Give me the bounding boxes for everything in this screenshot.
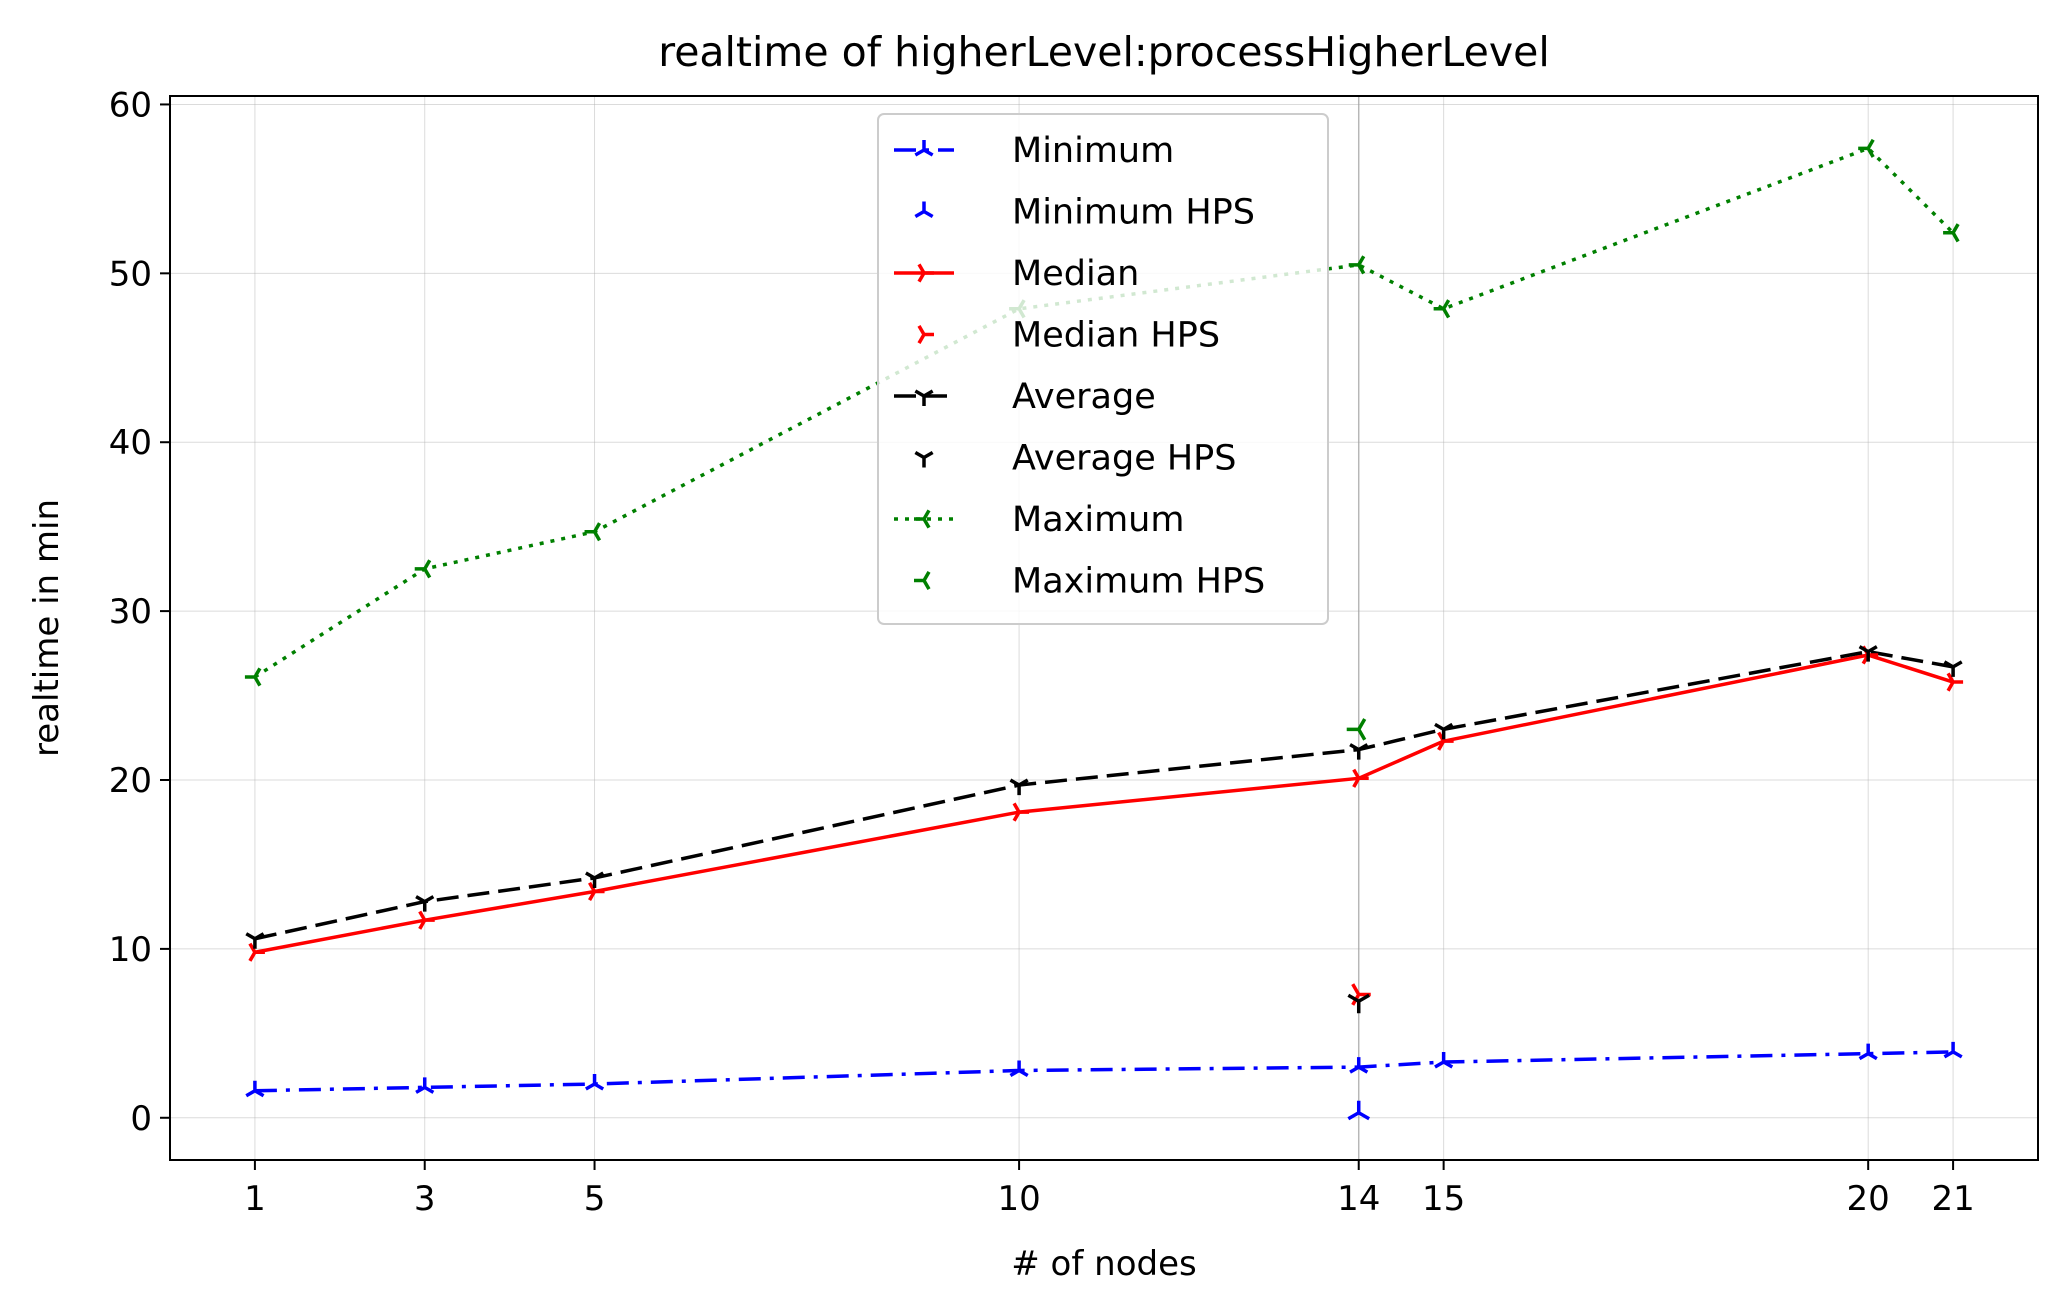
point-median [248,942,265,962]
y-tick-label: 30 [109,592,152,632]
legend-entry-minimum-hps: Minimum HPS [914,193,1255,233]
x-tick-label: 15 [1422,1179,1465,1219]
legend-label: Maximum HPS [1012,562,1265,602]
legend-marker [914,201,934,219]
y-tick-label: 20 [109,761,152,801]
legend-label: Average [1012,377,1156,417]
point-average-hps [1347,993,1370,1014]
hps-markers [1346,718,1371,1121]
legend: Minimum Minimum HPS Median Median HPS Averag… [877,113,1329,625]
point-minimum [585,1074,605,1091]
legend-box [877,113,1329,625]
point-average [245,932,265,949]
point-average [1943,660,1963,677]
chart-title: realtime of higherLevel:processHigherLev… [658,28,1550,76]
legend-entry-minimum: Minimum [894,131,1174,171]
point-minimum [1009,1060,1029,1078]
point-minimum [415,1077,435,1094]
legend-marker [917,263,934,283]
y-tick-label: 0 [130,1099,152,1139]
legend-marker [917,324,934,345]
point-average [415,895,435,912]
series-line-minimum [254,1050,1954,1093]
legend-entry-median: Median [894,254,1139,294]
point-maximum [584,522,602,542]
point-minimum-hps [1347,1100,1370,1121]
point-maximum [1348,255,1366,275]
legend-marker [914,570,931,591]
legend-entry-average-hps: Average HPS [914,439,1237,479]
point-minimum [1349,1057,1369,1074]
x-axis-label: # of nodes [1011,1244,1196,1284]
point-median [1437,731,1454,751]
x-tick-label: 14 [1337,1179,1380,1219]
point-maximum [244,667,262,687]
point-minimum [1943,1041,1963,1059]
x-tick-label: 5 [584,1179,606,1219]
legend-entry-average: Average [894,377,1156,417]
point-average [1349,743,1369,760]
legend-marker [914,450,934,468]
point-maximum [1943,223,1960,243]
x-axis-ticks: 1 3 5 10 14 15 20 21 [244,1160,1975,1219]
legend-entry-maximum: Maximum [894,500,1184,540]
series-line-average [254,649,1954,941]
point-median [1946,672,1964,692]
point-median [418,910,435,930]
y-tick-label: 10 [109,930,152,970]
legend-label: Median HPS [1012,316,1220,356]
y-axis-label: realtime in min [27,499,67,757]
y-tick-label: 40 [109,423,152,463]
x-tick-label: 20 [1847,1179,1890,1219]
legend-label: Maximum [1012,500,1184,540]
series-line-median [254,653,1954,954]
y-tick-label: 60 [109,85,152,125]
point-median [588,881,605,902]
x-tick-label: 10 [997,1179,1040,1219]
y-axis-ticks: 0 10 20 30 40 50 60 [109,85,170,1139]
point-average [1858,645,1878,662]
legend-marker [914,509,931,529]
legend-entry-median-hps: Median HPS [917,316,1220,356]
point-minimum [1858,1043,1878,1061]
legend-label: Median [1012,254,1139,294]
point-average [585,871,605,888]
legend-label: Average HPS [1012,439,1237,479]
point-maximum [1858,138,1875,158]
point-minimum [245,1080,265,1098]
series-markers [244,138,1964,1098]
point-maximum-hps [1346,718,1367,741]
point-median [1352,768,1369,788]
legend-label: Minimum HPS [1012,193,1255,233]
plot-area [169,95,2039,1161]
legend-entry-maximum-hps: Maximum HPS [914,562,1265,602]
legend-label: Minimum [1012,131,1174,171]
x-tick-label: 1 [244,1179,266,1219]
y-tick-label: 50 [109,254,152,294]
point-minimum [1434,1052,1454,1069]
x-tick-label: 21 [1931,1179,1974,1219]
point-maximum [1433,299,1451,319]
point-average [1434,722,1454,740]
point-average [1009,778,1029,796]
point-median [1012,802,1030,822]
point-maximum [414,559,432,579]
x-tick-label: 3 [414,1179,436,1219]
legend-marker [914,389,934,406]
legend-marker [914,140,934,157]
